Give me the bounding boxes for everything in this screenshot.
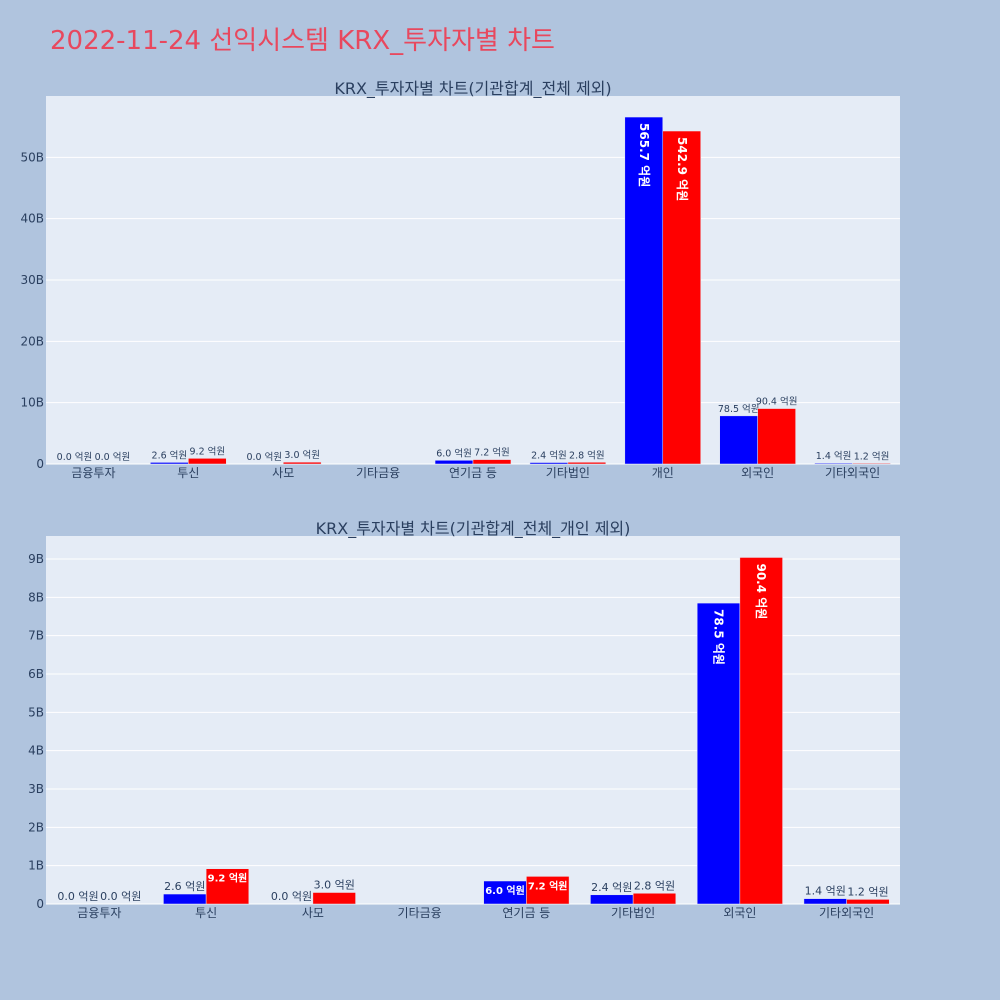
data-label: 2.4 억원 (591, 881, 632, 894)
x-tick-label: 사모 (302, 906, 324, 920)
data-label: 6.0 억원 (485, 884, 525, 897)
x-tick-label: 개인 (652, 466, 674, 480)
data-label: 0.0 억원 (95, 451, 131, 463)
y-tick-label: 3B (28, 782, 44, 796)
data-label: 1.2 억원 (847, 885, 888, 898)
bar (472, 459, 512, 465)
bar (529, 462, 569, 465)
chart-bottom: 0 1B 2B 3B 4B 5B 6B 7B 8B 9B KRX_투자자별 차트(기관합계_전체_개… (28, 519, 900, 920)
x-tick-label: 기타법인 (546, 466, 590, 480)
x-tick-label: 투신 (195, 906, 217, 920)
y-tick-label: 8B (28, 590, 44, 604)
bar (282, 461, 322, 465)
y-tick-label: 40B (20, 212, 44, 226)
data-label: 0.0 억원 (57, 451, 93, 463)
data-label: 1.2 억원 (854, 450, 890, 462)
x-tick-label: 사모 (272, 466, 294, 480)
page-title: 2022-11-24 선익시스템 KRX_투자자별 차트 (50, 26, 555, 56)
data-label: 3.0 억원 (284, 449, 320, 461)
bar (814, 462, 853, 465)
x-tick-label: 외국인 (723, 906, 756, 920)
y-tick-label: 9B (28, 552, 44, 566)
data-label: 542.9 억원 (675, 137, 689, 201)
bar (312, 892, 356, 905)
data-label: 0.0 억원 (246, 451, 282, 463)
bar (590, 894, 634, 905)
bar (434, 460, 474, 465)
y-tick-label: 0 (36, 457, 44, 471)
data-label: 1.4 억원 (816, 450, 852, 462)
data-label: 9.2 억원 (190, 445, 226, 457)
data-label: 2.4 억원 (531, 450, 567, 462)
bar (624, 116, 664, 465)
bar (662, 130, 701, 465)
data-label: 7.2 억원 (474, 447, 510, 459)
data-label: 2.8 억원 (634, 879, 675, 892)
data-label: 78.5 억원 (718, 403, 760, 415)
data-label: 90.4 억원 (756, 396, 798, 408)
bar (163, 893, 207, 905)
x-tick-label: 기타외국인 (819, 906, 874, 920)
bar (739, 557, 783, 905)
x-tick-label: 투신 (177, 466, 199, 480)
data-label: 6.0 억원 (436, 447, 472, 459)
x-tick-label: 기타법인 (611, 906, 655, 920)
y-tick-label: 1B (28, 859, 44, 873)
data-label: 78.5 억원 (712, 609, 726, 665)
x-tick-label: 금융투자 (77, 906, 121, 920)
x-tick-label: 기타외국인 (825, 466, 880, 480)
x-tick-label: 외국인 (741, 466, 774, 480)
chart-title: KRX_투자자별 차트(기관합계_전체_개인 제외) (316, 519, 631, 539)
x-tick-label: 기타금융 (398, 906, 442, 920)
bar (526, 876, 570, 905)
x-tick-label: 기타금융 (356, 466, 400, 480)
data-label: 3.0 억원 (314, 879, 355, 892)
data-label: 2.6 억원 (164, 880, 205, 893)
bar (852, 463, 891, 465)
chart-title: KRX_투자자별 차트(기관합계_전체 제외) (334, 79, 611, 99)
y-tick-label: 4B (28, 744, 44, 758)
chart-top: 0 10B 20B 30B 40B 50B KRX_투자자별 차트(기관합계_전체 제외) 금… (20, 79, 900, 480)
y-tick-label: 6B (28, 667, 44, 681)
bar (846, 899, 890, 905)
x-tick-label: 금융투자 (71, 466, 115, 480)
data-label: 9.2 억원 (208, 872, 248, 885)
bar (803, 898, 847, 905)
y-tick-label: 50B (20, 150, 44, 164)
y-tick-label: 0 (36, 897, 44, 911)
x-tick-label: 연기금 등 (502, 906, 550, 920)
y-tick-label: 30B (20, 273, 44, 287)
data-label: 565.7 억원 (637, 123, 651, 187)
bar (757, 408, 796, 465)
y-tick-label: 20B (20, 334, 44, 348)
bar (150, 462, 189, 465)
bar (567, 462, 607, 465)
data-label: 0.0 억원 (100, 890, 141, 903)
y-tick-label: 5B (28, 705, 44, 719)
y-tick-label: 10B (20, 396, 44, 410)
bar (696, 602, 741, 905)
bar (188, 458, 227, 465)
data-label: 7.2 억원 (528, 879, 568, 892)
data-label: 2.8 억원 (569, 449, 605, 461)
data-label: 2.6 억원 (152, 449, 188, 461)
data-label: 0.0 억원 (57, 890, 98, 903)
data-label: 0.0 억원 (271, 890, 312, 903)
bar (632, 893, 677, 905)
data-label: 90.4 억원 (754, 563, 768, 619)
x-tick-label: 연기금 등 (449, 466, 497, 480)
bar (205, 868, 250, 905)
y-tick-label: 2B (28, 820, 44, 834)
bar (719, 415, 758, 465)
data-label: 1.4 억원 (805, 885, 846, 898)
y-tick-label: 7B (28, 629, 44, 643)
